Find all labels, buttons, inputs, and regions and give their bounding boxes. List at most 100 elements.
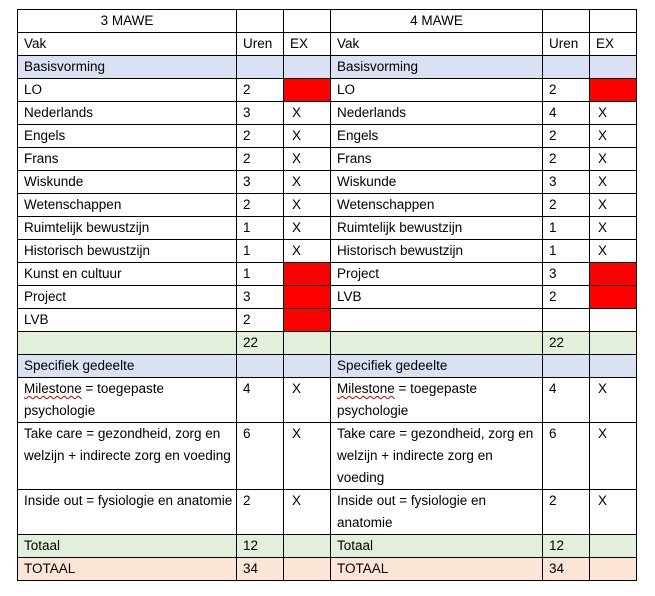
uren-cell: 1 bbox=[542, 216, 590, 240]
basisvorming-label-right: Basisvorming bbox=[330, 55, 543, 79]
grand-total-left: 34 bbox=[236, 557, 284, 581]
col-ex-left: EX bbox=[283, 32, 331, 56]
ex-cell: X bbox=[283, 147, 331, 171]
specifiek-row-milestone: Milestone = toegepaste psychologie 4 X M… bbox=[17, 377, 637, 423]
specifiek-label-right: Specifiek gedeelte bbox=[330, 354, 543, 378]
vak-cell: Inside out = fysiologie en anatomie bbox=[330, 489, 543, 535]
uren-cell: 1 bbox=[236, 216, 284, 240]
header-row: 3 MAWE 4 MAWE bbox=[17, 9, 637, 33]
column-header-row: Vak Uren EX Vak Uren EX bbox=[17, 32, 637, 56]
basisvorming-label-left: Basisvorming bbox=[17, 55, 237, 79]
vak-cell: Project bbox=[330, 262, 543, 286]
vak-cell: Milestone = toegepaste psychologie bbox=[330, 377, 543, 423]
vak-cell: Engels bbox=[330, 124, 543, 148]
vak-cell: LO bbox=[17, 78, 237, 102]
subtotal-left: 22 bbox=[236, 331, 284, 355]
subject-row: Ruimtelijk bewustzijn 1 X Ruimtelijk bewust… bbox=[17, 216, 637, 240]
uren-cell: 2 bbox=[542, 78, 590, 102]
vak-cell: Wetenschappen bbox=[330, 193, 543, 217]
ex-cell bbox=[283, 262, 331, 286]
ex-cell: X bbox=[283, 124, 331, 148]
subtotal-row: 22 22 bbox=[17, 331, 637, 355]
uren-cell: 4 bbox=[236, 377, 284, 423]
ex-cell: X bbox=[589, 422, 637, 490]
spell-check-underline: Milestone bbox=[24, 381, 82, 396]
ex-cell: X bbox=[283, 101, 331, 125]
grand-total-label-left: TOTAAL bbox=[17, 557, 237, 581]
uren-cell: 3 bbox=[236, 101, 284, 125]
uren-cell: 2 bbox=[236, 124, 284, 148]
ex-cell: X bbox=[589, 489, 637, 535]
ex-cell: X bbox=[589, 216, 637, 240]
uren-cell: 2 bbox=[542, 124, 590, 148]
vak-cell: Wiskunde bbox=[330, 170, 543, 194]
uren-cell: 2 bbox=[236, 78, 284, 102]
subject-row: Historisch bewustzijn 1 X Historisch bewust… bbox=[17, 239, 637, 263]
ex-cell bbox=[283, 78, 331, 102]
ex-cell: X bbox=[589, 124, 637, 148]
ex-cell: X bbox=[283, 239, 331, 263]
specifiek-label-left: Specifiek gedeelte bbox=[17, 354, 237, 378]
uren-cell bbox=[542, 308, 590, 332]
subject-row: Wetenschappen 2 X Wetenschappen 2 X bbox=[17, 193, 637, 217]
vak-cell: Wiskunde bbox=[17, 170, 237, 194]
uren-cell: 2 bbox=[542, 193, 590, 217]
uren-cell: 2 bbox=[236, 308, 284, 332]
ex-cell: X bbox=[283, 422, 331, 490]
vak-cell: Milestone = toegepaste psychologie bbox=[17, 377, 237, 423]
uren-cell: 3 bbox=[542, 262, 590, 286]
ex-cell: X bbox=[589, 377, 637, 423]
vak-cell: Project bbox=[17, 285, 237, 309]
header-4-mawe: 4 MAWE bbox=[330, 9, 543, 33]
curriculum-table: 3 MAWE 4 MAWE Vak Uren EX Vak Uren EX Ba… bbox=[17, 9, 637, 581]
ex-cell bbox=[589, 285, 637, 309]
spell-check-underline: Milestone bbox=[337, 381, 395, 396]
vak-cell bbox=[330, 308, 543, 332]
uren-cell: 2 bbox=[236, 147, 284, 171]
vak-cell: Inside out = fysiologie en anatomie bbox=[17, 489, 237, 535]
ex-cell bbox=[283, 285, 331, 309]
specifiek-row-take-care: Take care = gezondheid, zorg en welzijn … bbox=[17, 422, 637, 490]
ex-cell bbox=[283, 308, 331, 332]
header-3-mawe: 3 MAWE bbox=[17, 9, 237, 33]
uren-cell: 3 bbox=[236, 285, 284, 309]
vak-cell: LVB bbox=[17, 308, 237, 332]
uren-cell: 6 bbox=[542, 422, 590, 490]
specifiek-row-inside-out: Inside out = fysiologie en anatomie 2 X … bbox=[17, 489, 637, 535]
ex-cell bbox=[589, 308, 637, 332]
col-uren-left: Uren bbox=[236, 32, 284, 56]
specifiek-header: Specifiek gedeelte Specifiek gedeelte bbox=[17, 354, 637, 378]
uren-cell: 3 bbox=[236, 170, 284, 194]
vak-cell: Nederlands bbox=[17, 101, 237, 125]
uren-cell: 4 bbox=[542, 101, 590, 125]
vak-cell: Ruimtelijk bewustzijn bbox=[17, 216, 237, 240]
uren-cell: 1 bbox=[236, 239, 284, 263]
subject-row: Frans 2 X Frans 2 X bbox=[17, 147, 637, 171]
subject-row: Engels 2 X Engels 2 X bbox=[17, 124, 637, 148]
col-vak-left: Vak bbox=[17, 32, 237, 56]
ex-cell: X bbox=[283, 170, 331, 194]
vak-cell: Ruimtelijk bewustzijn bbox=[330, 216, 543, 240]
uren-cell: 3 bbox=[542, 170, 590, 194]
totaal-right: 12 bbox=[542, 534, 590, 558]
uren-cell: 1 bbox=[236, 262, 284, 286]
col-vak-right: Vak bbox=[330, 32, 543, 56]
uren-cell: 2 bbox=[236, 489, 284, 535]
vak-cell: LO bbox=[330, 78, 543, 102]
vak-cell: LVB bbox=[330, 285, 543, 309]
ex-cell: X bbox=[589, 147, 637, 171]
vak-cell: Historisch bewustzijn bbox=[17, 239, 237, 263]
uren-cell: 6 bbox=[236, 422, 284, 490]
grand-total-right: 34 bbox=[542, 557, 590, 581]
ex-cell: X bbox=[589, 101, 637, 125]
ex-cell: X bbox=[283, 216, 331, 240]
uren-cell: 1 bbox=[542, 239, 590, 263]
uren-cell: 2 bbox=[542, 285, 590, 309]
subject-row: Kunst en cultuur 1 Project 3 bbox=[17, 262, 637, 286]
ex-cell: X bbox=[283, 377, 331, 423]
subtotal-right: 22 bbox=[542, 331, 590, 355]
uren-cell: 2 bbox=[542, 489, 590, 535]
totaal-label-left: Totaal bbox=[17, 534, 237, 558]
basisvorming-header: Basisvorming Basisvorming bbox=[17, 55, 637, 79]
vak-cell: Kunst en cultuur bbox=[17, 262, 237, 286]
